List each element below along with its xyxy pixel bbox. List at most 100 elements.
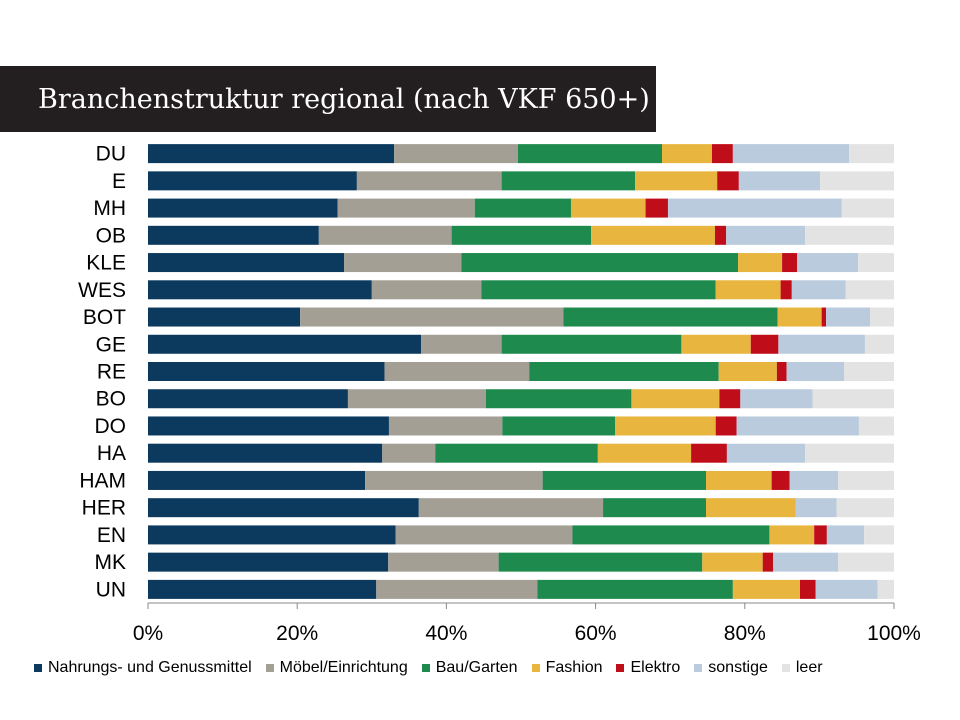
bar-segment-mh-1 — [337, 198, 475, 218]
bar-segment-ge-1 — [421, 334, 502, 354]
bar-segment-re-3 — [718, 362, 777, 381]
legend-item: Fashion — [531, 659, 602, 677]
bar-segment-ob-1 — [318, 225, 452, 245]
x-tick-label: 0% — [133, 622, 163, 645]
bar-segment-ha-5 — [726, 443, 806, 463]
bar-segment-kle-0 — [148, 253, 345, 273]
bar-segment-bot-1 — [300, 307, 564, 327]
bar-segment-wes-2 — [481, 280, 716, 300]
bar-segment-wes-6 — [845, 280, 894, 300]
bar-segment-bo-6 — [812, 389, 894, 409]
bar-segment-bo-2 — [485, 389, 632, 409]
bar-segment-ham-3 — [706, 470, 772, 490]
bar-segment-her-0 — [148, 498, 419, 518]
bar-segment-ha-6 — [805, 443, 894, 463]
category-label: HER — [82, 497, 126, 520]
bar-segment-mh-0 — [148, 198, 338, 218]
bar-segment-kle-5 — [797, 253, 859, 273]
legend-label: Nahrungs- und Genussmittel — [48, 659, 252, 676]
bar-segment-kle-2 — [461, 253, 739, 273]
bar-segment-ha-1 — [382, 443, 436, 463]
category-label: UN — [96, 578, 126, 601]
bar-segment-re-2 — [529, 362, 719, 381]
bar-segment-en-1 — [395, 525, 573, 545]
bar-segment-du-3 — [661, 144, 712, 164]
bar-segment-en-4 — [814, 525, 827, 545]
bar-segment-mk-0 — [148, 552, 389, 572]
category-label: RE — [97, 361, 126, 384]
legend-swatch — [616, 664, 625, 672]
category-label: KLE — [86, 252, 126, 275]
bar-segment-du-1 — [394, 144, 519, 164]
bar-segment-un-1 — [376, 579, 538, 599]
legend-item: sonstige — [694, 659, 768, 677]
bar-segment-ha-2 — [435, 443, 598, 463]
bar-segment-bo-1 — [347, 389, 486, 409]
bar-segment-ob-5 — [726, 225, 806, 245]
bar-segment-mk-2 — [498, 552, 703, 572]
bar-segment-en-0 — [148, 525, 396, 545]
legend-item: Elektro — [616, 659, 680, 677]
bar-segment-mk-1 — [388, 552, 499, 572]
bar-segment-e-4 — [717, 171, 739, 191]
legend-swatch — [694, 664, 703, 672]
bar-segment-re-0 — [148, 362, 385, 381]
bar-segment-bo-0 — [148, 389, 348, 409]
category-label: EN — [97, 524, 126, 547]
bar-segment-bot-2 — [563, 307, 778, 327]
category-label: DO — [95, 415, 127, 438]
bar-segment-mh-3 — [570, 198, 646, 218]
bar-segment-ob-4 — [714, 225, 727, 245]
bar-segment-re-1 — [384, 362, 530, 381]
bar-segment-do-1 — [388, 416, 503, 436]
bar-segment-un-2 — [537, 579, 733, 599]
bar-segment-ge-2 — [501, 334, 682, 354]
bar-segment-mk-3 — [702, 552, 763, 572]
bar-segment-un-0 — [148, 579, 377, 599]
x-tick-label: 80% — [724, 622, 766, 645]
x-tick-label: 60% — [575, 622, 617, 645]
bar-segment-e-6 — [820, 171, 894, 191]
bar-segment-bot-6 — [870, 307, 894, 327]
bar-segment-ge-5 — [778, 334, 865, 354]
bar-segment-mk-4 — [762, 552, 774, 572]
bar-segment-mh-2 — [474, 198, 571, 218]
bar-segment-do-0 — [148, 416, 389, 436]
bar-segment-kle-4 — [782, 253, 798, 273]
legend-swatch — [781, 664, 790, 672]
category-label: BOT — [83, 306, 126, 329]
bar-segment-du-4 — [711, 144, 733, 164]
bar-segment-wes-5 — [791, 280, 846, 300]
category-label: WES — [78, 279, 126, 302]
bar-segment-ham-5 — [789, 470, 839, 490]
bar-segment-un-5 — [815, 579, 878, 599]
bar-segment-her-6 — [836, 498, 894, 518]
bar-segment-ham-4 — [771, 470, 790, 490]
bar-segment-wes-1 — [371, 280, 482, 300]
bar-segment-ha-4 — [691, 443, 727, 463]
bar-segment-en-3 — [769, 525, 815, 545]
bar-segment-e-0 — [148, 171, 357, 191]
legend-swatch — [34, 664, 42, 672]
bar-segment-re-5 — [786, 362, 845, 381]
bar-segment-bot-0 — [148, 307, 301, 327]
legend-swatch — [265, 664, 274, 672]
bar-segment-un-4 — [800, 579, 816, 599]
legend-label: Möbel/Einrichtung — [279, 659, 408, 676]
bar-segment-e-5 — [738, 171, 821, 191]
bar-segment-e-2 — [501, 171, 636, 191]
bar-segment-kle-1 — [344, 253, 462, 273]
bar-segment-ob-6 — [805, 225, 894, 245]
bar-segment-ge-0 — [148, 334, 422, 354]
bar-segment-en-6 — [864, 525, 894, 545]
bar-segment-ob-0 — [148, 225, 319, 245]
legend-label: sonstige — [708, 659, 768, 676]
bar-segment-mh-5 — [667, 198, 842, 218]
bar-segment-bo-4 — [719, 389, 741, 409]
bar-segment-her-2 — [603, 498, 707, 518]
bar-segment-ge-6 — [864, 334, 894, 354]
bar-segment-ham-1 — [365, 470, 543, 490]
bar-segment-du-0 — [148, 144, 395, 164]
legend-swatch — [531, 664, 540, 672]
category-label: OB — [96, 224, 126, 247]
